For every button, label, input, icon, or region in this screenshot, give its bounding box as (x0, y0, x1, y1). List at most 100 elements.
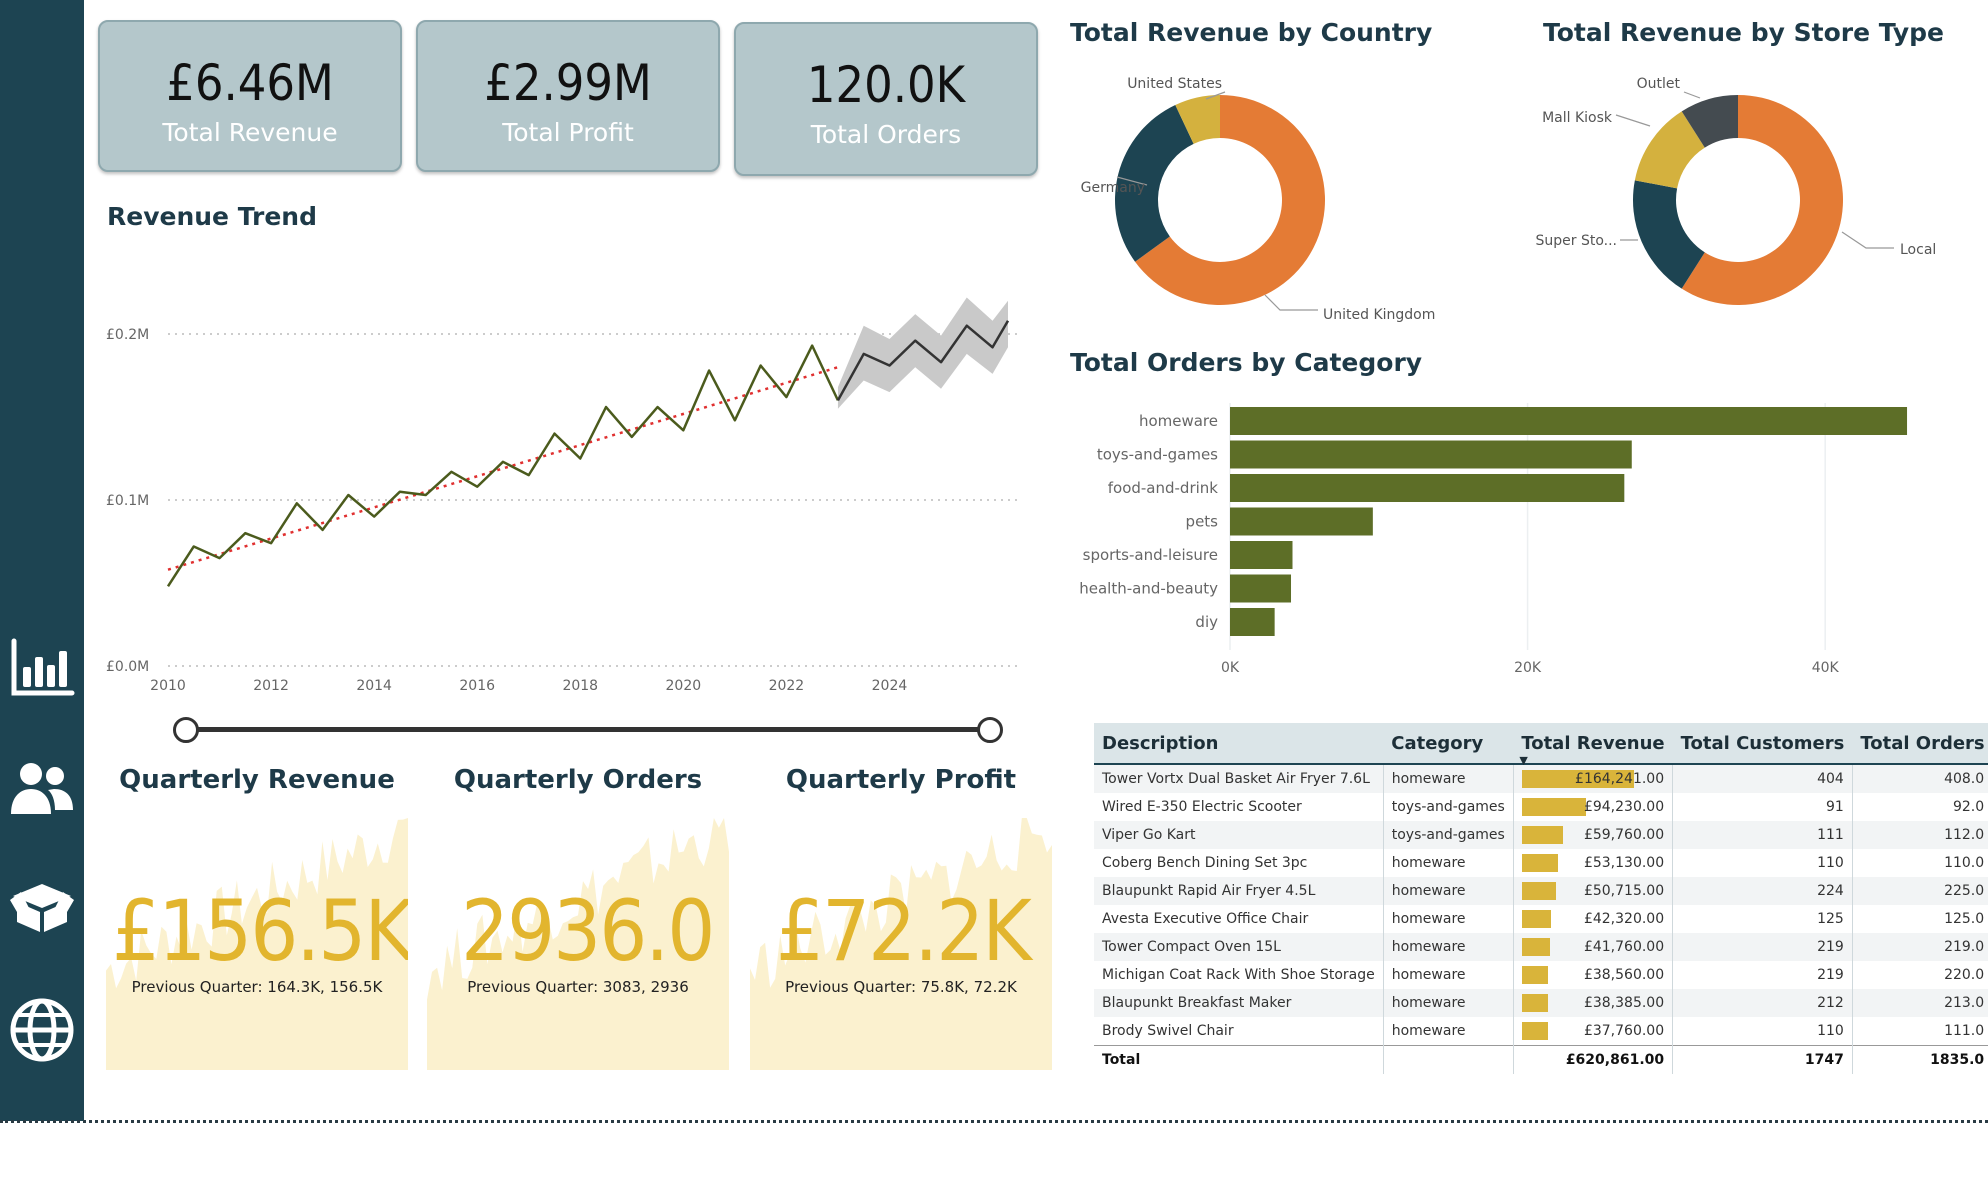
quarterly-revenue-value: £156.5K (112, 882, 408, 980)
revenue-data-bar (1521, 854, 1558, 872)
cell-total-customers: 212 (1672, 989, 1853, 1017)
total-cell-empty (1383, 1045, 1514, 1074)
table-row[interactable]: Michigan Coat Rack With Shoe Storage home… (1094, 961, 1988, 989)
cell-category: homeware (1383, 905, 1514, 933)
donut-slice[interactable] (1681, 95, 1738, 148)
kpi-value: £2.99M (484, 54, 652, 112)
nav-item-sales-report[interactable] (0, 628, 84, 712)
revenue-value: £38,560.00 (1583, 967, 1665, 983)
donut-slice[interactable] (1115, 104, 1194, 262)
table-header-row: Description Category Total Revenue ▼ Tot… (1094, 723, 1988, 767)
revenue-value: £53,130.00 (1583, 855, 1665, 871)
donut-slice[interactable] (1633, 180, 1705, 289)
sort-descending-icon: ▼ (1519, 754, 1528, 767)
nav-item-products[interactable] (0, 868, 84, 952)
cell-category: homeware (1383, 961, 1514, 989)
x-tick-label: 2022 (769, 678, 805, 694)
cell-description: Avesta Executive Office Chair (1094, 905, 1384, 933)
sparkline-area (750, 818, 1052, 1070)
sidebar (0, 0, 84, 1121)
cell-total-revenue: £94,230.00 (1513, 793, 1674, 821)
sparkline-area (106, 818, 408, 1070)
table-row[interactable]: Tower Compact Oven 15L homeware £41,760.00… (1094, 933, 1988, 961)
cell-description: Blaupunkt Rapid Air Fryer 4.5L (1094, 877, 1384, 905)
category-bar[interactable] (1230, 440, 1632, 469)
revenue-data-bar (1521, 826, 1563, 844)
y-tick-label: £0.2M (106, 327, 149, 343)
leader-line (1683, 91, 1701, 99)
revenue-by-store-type-donut[interactable]: Local Super Sto... Mall Kiosk Outlet (1520, 70, 1988, 330)
cell-total-revenue: £50,715.00 (1513, 877, 1674, 905)
table-row[interactable]: Viper Go Kart toys-and-games £59,760.00 111… (1094, 821, 1988, 849)
orders-by-category-bar-chart[interactable]: 0K 20K 40K homeware toys-and-games food-and-d… (1060, 395, 1988, 690)
column-header-label: Total Revenue (1521, 732, 1665, 754)
category-bar[interactable] (1230, 507, 1373, 536)
cell-category: homeware (1383, 877, 1514, 905)
table-row[interactable]: Wired E-350 Electric Scooter toys-and-gam… (1094, 793, 1988, 821)
quarterly-revenue-card: £156.5K Previous Quarter: 164.3K, 156.5K (106, 810, 408, 1070)
slider-start-handle[interactable] (173, 717, 199, 743)
cell-total-customers: 111 (1672, 821, 1853, 849)
donut-label: Germany (1081, 180, 1145, 196)
category-bar[interactable] (1230, 608, 1275, 636)
donut-slice[interactable] (1135, 95, 1325, 306)
cell-total-orders: 125.0 (1852, 905, 1988, 933)
table-row[interactable]: Avesta Executive Office Chair homeware £42… (1094, 905, 1988, 933)
cell-total-customers: 404 (1672, 764, 1853, 793)
slider-end-handle[interactable] (977, 717, 1003, 743)
top-products-table: Description Category Total Revenue ▼ Tot… (1094, 723, 1988, 1074)
category-bar[interactable] (1230, 541, 1293, 569)
kpi-label: Total Orders (810, 120, 962, 149)
cell-total-orders: 92.0 (1852, 793, 1988, 821)
table-row[interactable]: Tower Vortx Dual Basket Air Fryer 7.6L ho… (1094, 764, 1988, 793)
nav-item-customers[interactable] (0, 748, 84, 832)
revenue-series-line (166, 344, 840, 587)
donut-slice[interactable] (1681, 95, 1843, 305)
revenue-data-bar (1521, 966, 1549, 984)
date-range-slider[interactable] (173, 715, 1003, 745)
category-label: pets (1186, 513, 1219, 531)
cell-description: Michigan Coat Rack With Shoe Storage (1094, 961, 1384, 989)
column-header-total-revenue[interactable]: Total Revenue ▼ (1513, 723, 1673, 767)
cell-total-customers: 110 (1672, 849, 1853, 877)
table-row[interactable]: Blaupunkt Rapid Air Fryer 4.5L homeware £5… (1094, 877, 1988, 905)
revenue-by-country-donut[interactable]: United Kingdom Germany United States (1060, 70, 1480, 330)
cell-total-customers: 125 (1672, 905, 1853, 933)
donut-label: United States (1127, 76, 1222, 92)
cell-description: Viper Go Kart (1094, 821, 1384, 849)
donut-slice[interactable] (1175, 95, 1220, 144)
forecast-confidence-band (837, 297, 1008, 409)
column-header-category[interactable]: Category (1383, 723, 1514, 765)
table-row[interactable]: Coberg Bench Dining Set 3pc homeware £53,1… (1094, 849, 1988, 877)
cell-description: Brody Swivel Chair (1094, 1017, 1384, 1046)
revenue-trend-chart[interactable]: £0.0M £0.1M £0.2M 2010 2012 2014 2016 2018 2020 2… (98, 280, 1038, 720)
category-bar[interactable] (1230, 574, 1292, 603)
cell-total-revenue: £59,760.00 (1513, 821, 1674, 849)
leader-line (1615, 114, 1651, 127)
revenue-data-bar (1521, 1022, 1548, 1040)
previous-quarter-text: Previous Quarter: 3083, 2936 (467, 978, 689, 996)
category-bar[interactable] (1230, 407, 1908, 435)
revenue-value: £94,230.00 (1583, 799, 1665, 815)
column-header-description[interactable]: Description (1094, 723, 1384, 765)
column-header-total-customers[interactable]: Total Customers (1672, 723, 1853, 765)
nav-item-map[interactable] (0, 990, 84, 1074)
cell-description: Blaupunkt Breakfast Maker (1094, 989, 1384, 1017)
donut-label: Super Sto... (1535, 233, 1617, 249)
revenue-value: £41,760.00 (1583, 939, 1665, 955)
previous-quarter-text: Previous Quarter: 164.3K, 156.5K (131, 978, 383, 996)
quarterly-orders-card: 2936.0 Previous Quarter: 3083, 2936 (427, 810, 729, 1070)
cell-description: Tower Vortx Dual Basket Air Fryer 7.6L (1094, 764, 1384, 793)
column-header-total-orders[interactable]: Total Orders (1852, 723, 1988, 765)
donut-slice[interactable] (1634, 111, 1705, 189)
table-row[interactable]: Blaupunkt Breakfast Maker homeware £38,385… (1094, 989, 1988, 1017)
table-row[interactable]: Brody Swivel Chair homeware £37,760.00 110 1… (1094, 1017, 1988, 1046)
cell-category: homeware (1383, 933, 1514, 961)
category-bar[interactable] (1230, 474, 1625, 502)
leader-line (1841, 231, 1894, 249)
cell-category: toys-and-games (1383, 793, 1514, 821)
cell-total-revenue: £38,560.00 (1513, 961, 1674, 989)
cell-total-orders: 111.0 (1852, 1017, 1988, 1046)
cell-category: homeware (1383, 849, 1514, 877)
cell-total-orders: 213.0 (1852, 989, 1988, 1017)
